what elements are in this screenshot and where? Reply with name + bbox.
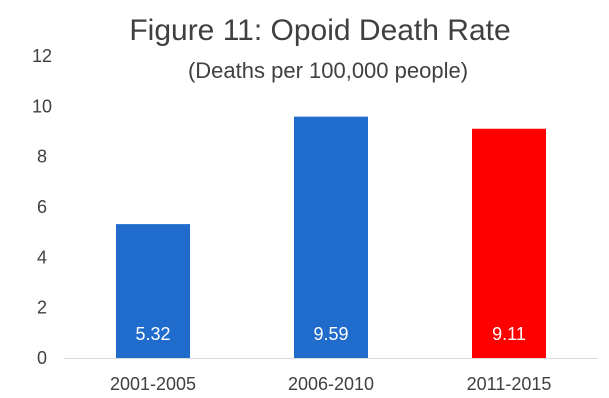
data-label: 9.59: [313, 324, 348, 344]
x-tick-label: 2001-2005: [110, 374, 196, 394]
bar: [472, 128, 546, 358]
bars-group: 5.32 9.59 9.11: [116, 116, 546, 358]
y-axis: 0 2 4 6 8 10 12: [32, 46, 52, 368]
data-label: 5.32: [135, 324, 170, 344]
y-tick-label: 4: [37, 247, 47, 267]
y-tick-label: 6: [37, 197, 47, 217]
bar: [116, 224, 190, 358]
y-tick-label: 2: [37, 298, 47, 318]
x-tick-label: 2006-2010: [288, 374, 374, 394]
chart-subtitle: (Deaths per 100,000 people): [188, 58, 468, 83]
x-axis: 2001-2005 2006-2010 2011-2015: [110, 374, 551, 394]
x-tick-label: 2011-2015: [467, 374, 552, 394]
data-label: 9.11: [492, 324, 526, 344]
bar: [294, 116, 368, 358]
y-tick-label: 8: [37, 147, 47, 167]
y-tick-label: 12: [32, 46, 52, 66]
y-tick-label: 10: [32, 96, 52, 116]
chart-title: Figure 11: Opoid Death Rate: [129, 14, 510, 47]
y-tick-label: 0: [37, 348, 47, 368]
